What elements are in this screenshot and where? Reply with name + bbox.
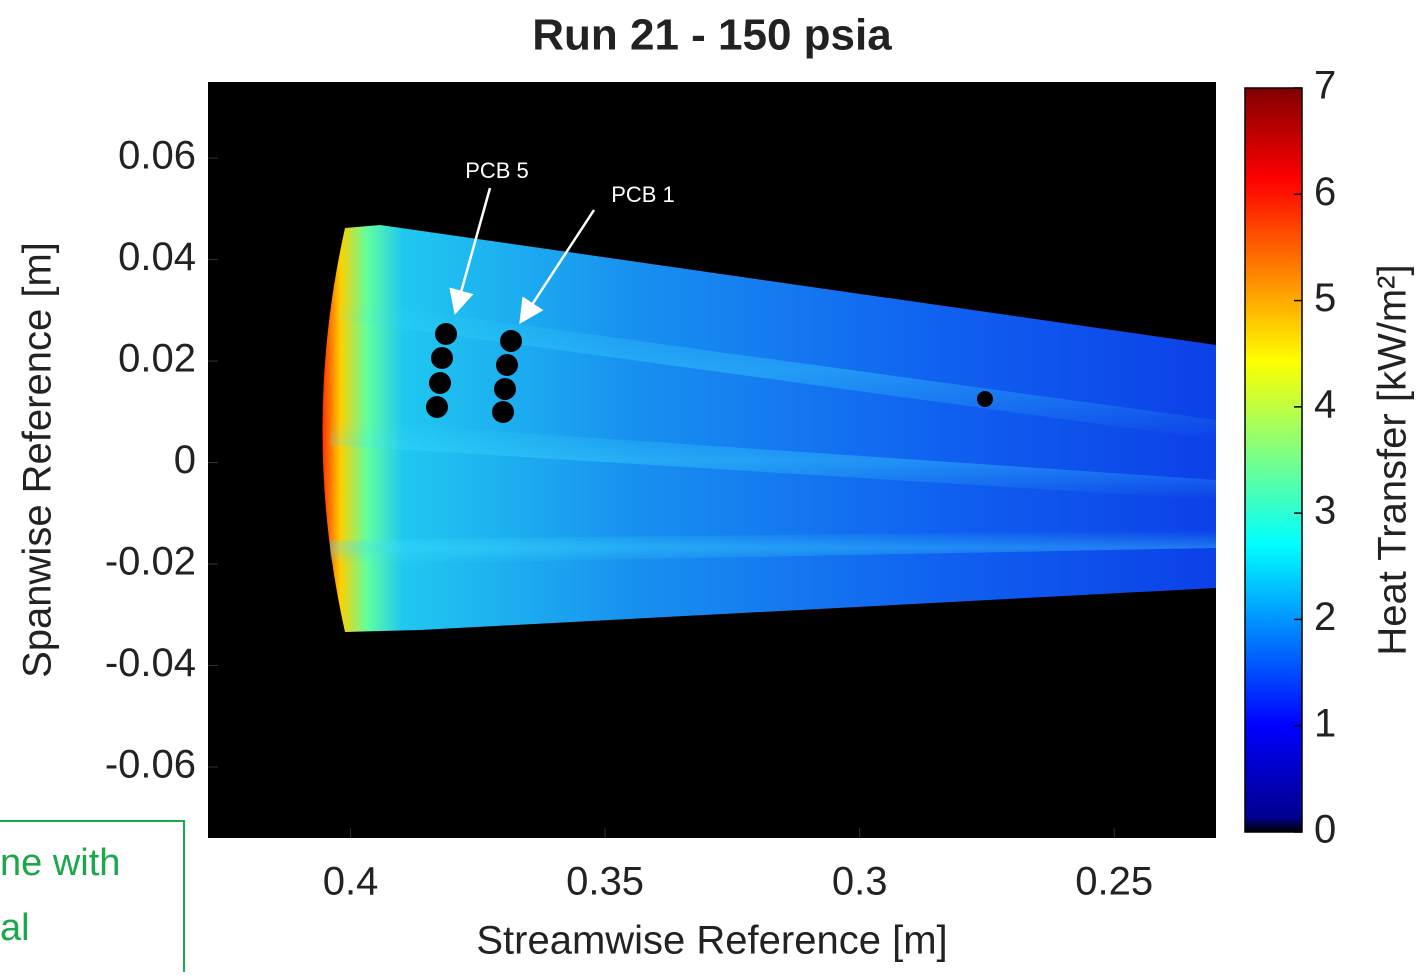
x-axis-label: Streamwise Reference [m] — [476, 919, 947, 963]
y-tick-label: -0.06 — [105, 743, 196, 787]
y-tick-label: 0.04 — [118, 235, 196, 279]
chart-title: Run 21 - 150 psia — [532, 11, 892, 60]
colorbar-tick-label: 0 — [1314, 808, 1336, 852]
colorbar-tick-label: 4 — [1314, 382, 1336, 426]
colorbar — [1244, 87, 1303, 833]
annotation: PCB 5 — [465, 158, 529, 183]
y-tick-label: 0.02 — [118, 337, 196, 381]
note-text: ne with — [0, 842, 120, 884]
y-tick-label: 0.06 — [118, 134, 196, 178]
y-axis-label: Spanwise Reference [m] — [16, 242, 60, 678]
colorbar-tick-label: 7 — [1314, 64, 1336, 108]
x-tick-label: 0.25 — [1075, 860, 1153, 904]
x-tick-label: 0.35 — [566, 860, 644, 904]
x-tick-label: 0.4 — [323, 860, 379, 904]
colorbar-tick-label: 6 — [1314, 170, 1336, 214]
note-box — [0, 820, 185, 977]
colorbar-tick-label: 1 — [1314, 701, 1336, 745]
colorbar-tick-label: 2 — [1314, 595, 1336, 639]
x-tick-label: 0.3 — [832, 860, 888, 904]
note-text: al — [0, 907, 30, 949]
y-tick-label: 0 — [174, 438, 196, 482]
colorbar-tick-label: 5 — [1314, 276, 1336, 320]
colorbar-label: Heat Transfer [kW/m²] — [1371, 264, 1415, 655]
y-tick-label: -0.04 — [105, 641, 196, 685]
heatmap-image — [322, 187, 1216, 632]
y-tick-label: -0.02 — [105, 540, 196, 584]
annotation: PCB 1 — [611, 182, 675, 207]
colorbar-tick-label: 3 — [1314, 489, 1336, 533]
